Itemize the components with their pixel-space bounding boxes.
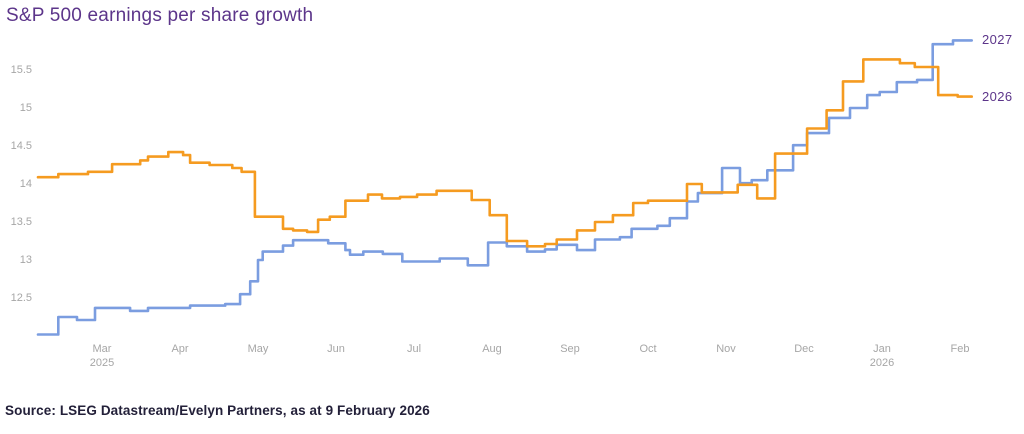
series-line-2026 [36,58,973,248]
y-tick-label: 13.5 [10,216,32,228]
x-tick-label: Jan [873,343,891,355]
x-tick-label: Dec [794,343,814,355]
series-end-label-2026: 2026 [982,88,1013,104]
y-tick-label: 13 [19,254,32,266]
x-tick-label: Feb [950,343,970,355]
x-tick-label: Jul [406,343,422,355]
x-tick-label: Aug [482,343,502,355]
y-tick-label: 15 [19,102,32,114]
x-tick-label: Mar [92,343,112,355]
x-tick-label: Jun [327,343,345,355]
chart-title: S&P 500 earnings per share growth [6,5,314,26]
y-tick-label: 14 [19,178,32,190]
x-tick-label: Nov [716,343,736,355]
x-tick-label: May [247,343,269,355]
y-tick-label: 15.5 [10,64,32,76]
series-line-2027 [36,39,973,336]
series-end-label-2027: 2027 [982,32,1013,48]
y-tick-label: 14.5 [10,140,32,152]
y-tick-label: 12.5 [10,292,32,304]
x-tick-year-label: 2026 [869,357,895,369]
x-tick-label: Sep [560,343,580,355]
source-attribution: Source: LSEG Datastream/Evelyn Partners,… [5,403,430,418]
x-tick-label: Apr [171,343,189,355]
x-tick-label: Oct [639,343,657,355]
x-tick-year-label: 2025 [89,357,115,369]
